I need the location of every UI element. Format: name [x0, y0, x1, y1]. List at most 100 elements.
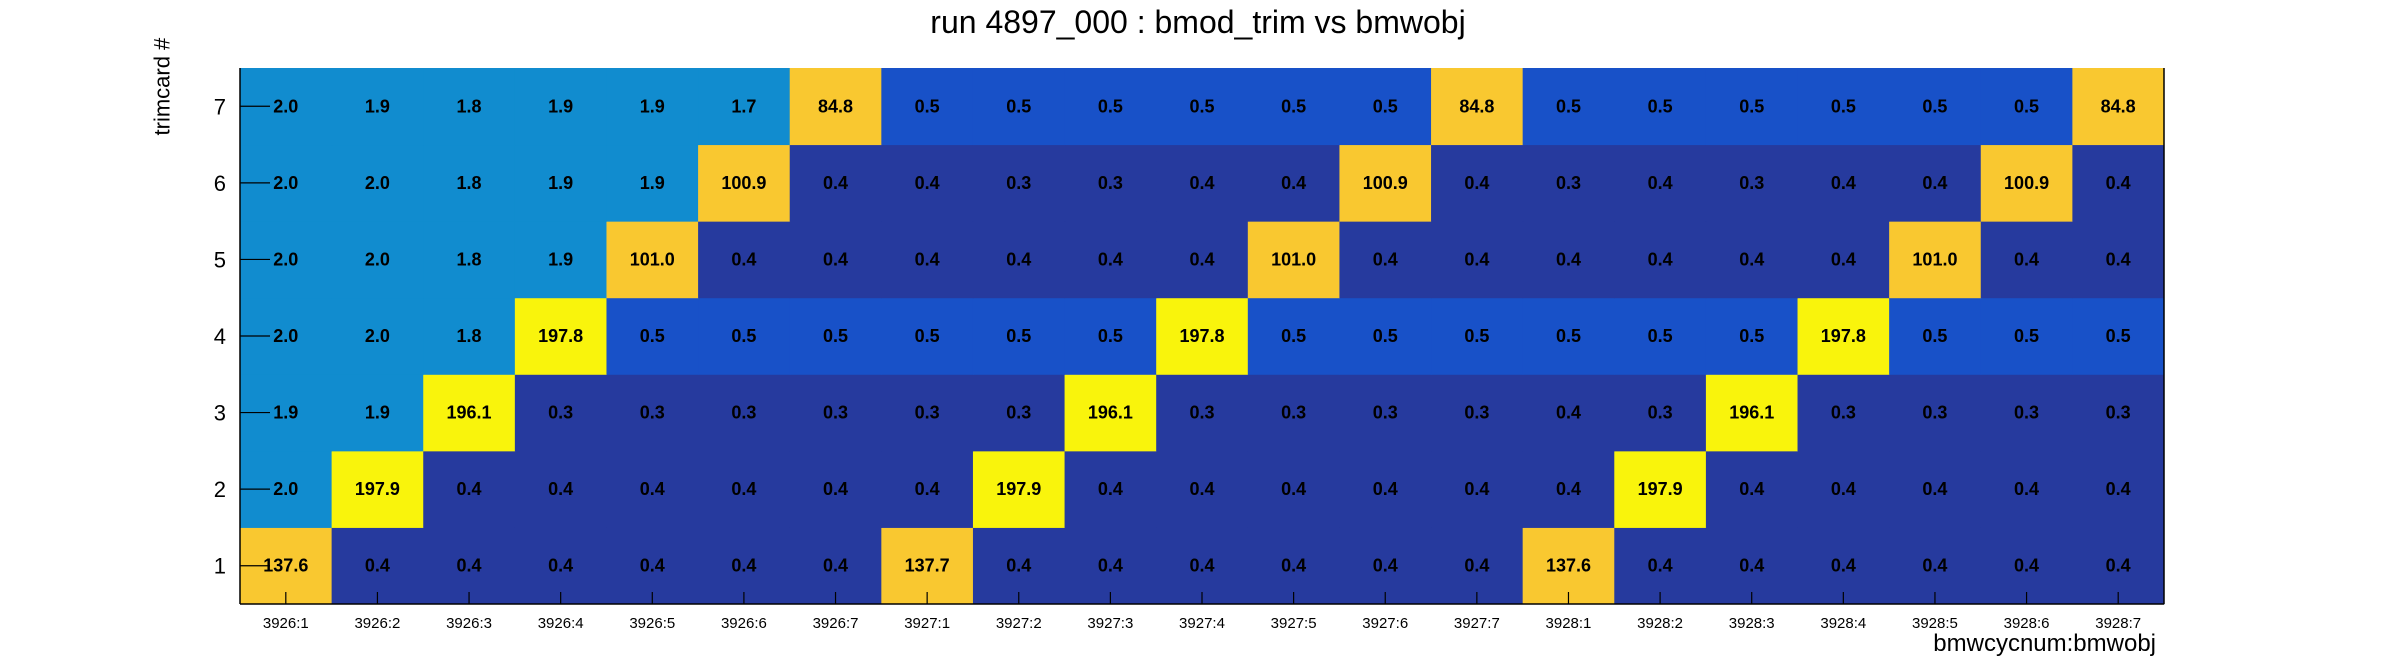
cell-value-label: 1.9 — [548, 96, 573, 116]
heatmap-cell — [1522, 221, 1615, 299]
heatmap-cell — [1431, 450, 1524, 528]
heatmap-cell — [423, 144, 516, 222]
heatmap-cell — [606, 221, 699, 299]
heatmap-cell — [1797, 68, 1890, 146]
heatmap-cell — [1614, 527, 1707, 605]
heatmap-cell — [972, 527, 1066, 605]
heatmap-cell — [1614, 68, 1707, 146]
heatmap-cell — [2072, 297, 2165, 375]
heatmap-cell — [331, 144, 424, 222]
heatmap-cell — [1522, 297, 1615, 375]
x-tick-label: 3926:2 — [354, 615, 400, 632]
x-axis-label: bmwcycnum:bmwobj — [1933, 630, 2156, 657]
heatmap-cell — [881, 450, 974, 528]
cell-value-label: 1.9 — [365, 403, 390, 423]
heatmap-cell — [1889, 144, 1982, 222]
heatmap-cell — [789, 527, 882, 605]
heatmap-cell — [2072, 68, 2165, 146]
heatmap-cell — [789, 144, 882, 222]
cell-value-label: 2.0 — [273, 249, 298, 269]
heatmap-cell — [1156, 68, 1249, 146]
cell-value-label: 0.4 — [1098, 556, 1123, 576]
heatmap-cell — [1156, 297, 1249, 375]
cell-value-label: 0.5 — [1281, 326, 1306, 346]
cell-value-label: 2.0 — [273, 326, 298, 346]
cell-value-label: 197.9 — [1638, 479, 1683, 499]
heatmap-cell — [423, 374, 516, 452]
cell-value-label: 0.5 — [2014, 96, 2039, 116]
heatmap-cell — [1064, 374, 1157, 452]
cell-value-label: 1.9 — [640, 96, 665, 116]
cell-value-label: 0.4 — [457, 556, 482, 576]
cell-value-label: 197.9 — [355, 479, 400, 499]
heatmap-cell — [1064, 297, 1157, 375]
heatmap-cell — [789, 297, 882, 375]
cell-value-label: 0.4 — [1739, 249, 1764, 269]
cell-value-label: 0.5 — [1739, 326, 1764, 346]
heatmap-cell — [1614, 144, 1707, 222]
cell-value-label: 0.5 — [1189, 96, 1214, 116]
y-tick-label: 6 — [214, 171, 226, 196]
heatmap-cell — [972, 68, 1066, 146]
heatmap-cell — [514, 527, 607, 605]
cell-value-label: 0.5 — [915, 96, 940, 116]
cell-value-label: 0.5 — [915, 326, 940, 346]
cell-value-label: 0.5 — [2014, 326, 2039, 346]
x-tick-label: 3928:7 — [2095, 615, 2141, 632]
heatmap-cell — [881, 527, 974, 605]
heatmap-cell — [514, 374, 607, 452]
cell-value-label: 0.5 — [1006, 326, 1031, 346]
heatmap-cell — [514, 450, 607, 528]
cell-value-label: 0.4 — [365, 556, 390, 576]
cell-value-label: 1.7 — [731, 96, 756, 116]
y-tick-label: 3 — [214, 401, 226, 426]
heatmap-cell — [1705, 68, 1799, 146]
heatmap-cell — [1980, 144, 2073, 222]
cell-value-label: 0.4 — [915, 173, 940, 193]
heatmap-cell — [1797, 450, 1890, 528]
cell-value-label: 0.3 — [1464, 403, 1489, 423]
cell-value-label: 0.4 — [457, 479, 482, 499]
heatmap-cell — [1339, 527, 1432, 605]
cell-value-label: 0.4 — [823, 249, 848, 269]
cell-value-label: 1.8 — [457, 173, 482, 193]
cell-value-label: 0.5 — [823, 326, 848, 346]
heatmap-cell — [1705, 527, 1799, 605]
cell-value-label: 1.8 — [457, 96, 482, 116]
heatmap-cell — [1705, 374, 1799, 452]
heatmap-cell — [1431, 68, 1524, 146]
heatmap-cell — [1980, 221, 2073, 299]
heatmap-cell — [881, 221, 974, 299]
cell-value-label: 0.5 — [1648, 96, 1673, 116]
heatmap-cell — [1247, 450, 1340, 528]
cell-value-label: 0.4 — [823, 556, 848, 576]
heatmap-cell — [1431, 527, 1524, 605]
cell-value-label: 0.4 — [2106, 479, 2131, 499]
heatmap-cell — [1156, 527, 1249, 605]
y-tick-label: 2 — [214, 477, 226, 502]
cell-value-label: 197.8 — [1821, 326, 1866, 346]
cell-value-label: 0.5 — [1739, 96, 1764, 116]
cell-value-label: 0.3 — [1006, 403, 1031, 423]
y-axis-label: trimcard # — [149, 37, 175, 136]
heatmap-cell — [1247, 297, 1340, 375]
cell-value-label: 0.4 — [1556, 479, 1581, 499]
heatmap-cell — [972, 297, 1066, 375]
cell-value-label: 0.5 — [1006, 96, 1031, 116]
x-tick-label: 3926:1 — [263, 615, 309, 632]
cell-value-label: 0.4 — [2106, 249, 2131, 269]
heatmap-cell — [1522, 450, 1615, 528]
cell-value-label: 0.3 — [548, 403, 573, 423]
heatmap-cell — [1705, 144, 1799, 222]
heatmap-cell — [606, 450, 699, 528]
heatmap-cell — [698, 297, 791, 375]
cell-value-label: 0.4 — [731, 249, 756, 269]
heatmap-cell — [1156, 144, 1249, 222]
heatmap-cell — [1431, 374, 1524, 452]
heatmap-cell — [606, 144, 699, 222]
heatmap-cell — [1705, 450, 1799, 528]
cell-value-label: 0.4 — [2106, 173, 2131, 193]
heatmap-cell — [1889, 374, 1982, 452]
cell-value-label: 0.5 — [1556, 326, 1581, 346]
